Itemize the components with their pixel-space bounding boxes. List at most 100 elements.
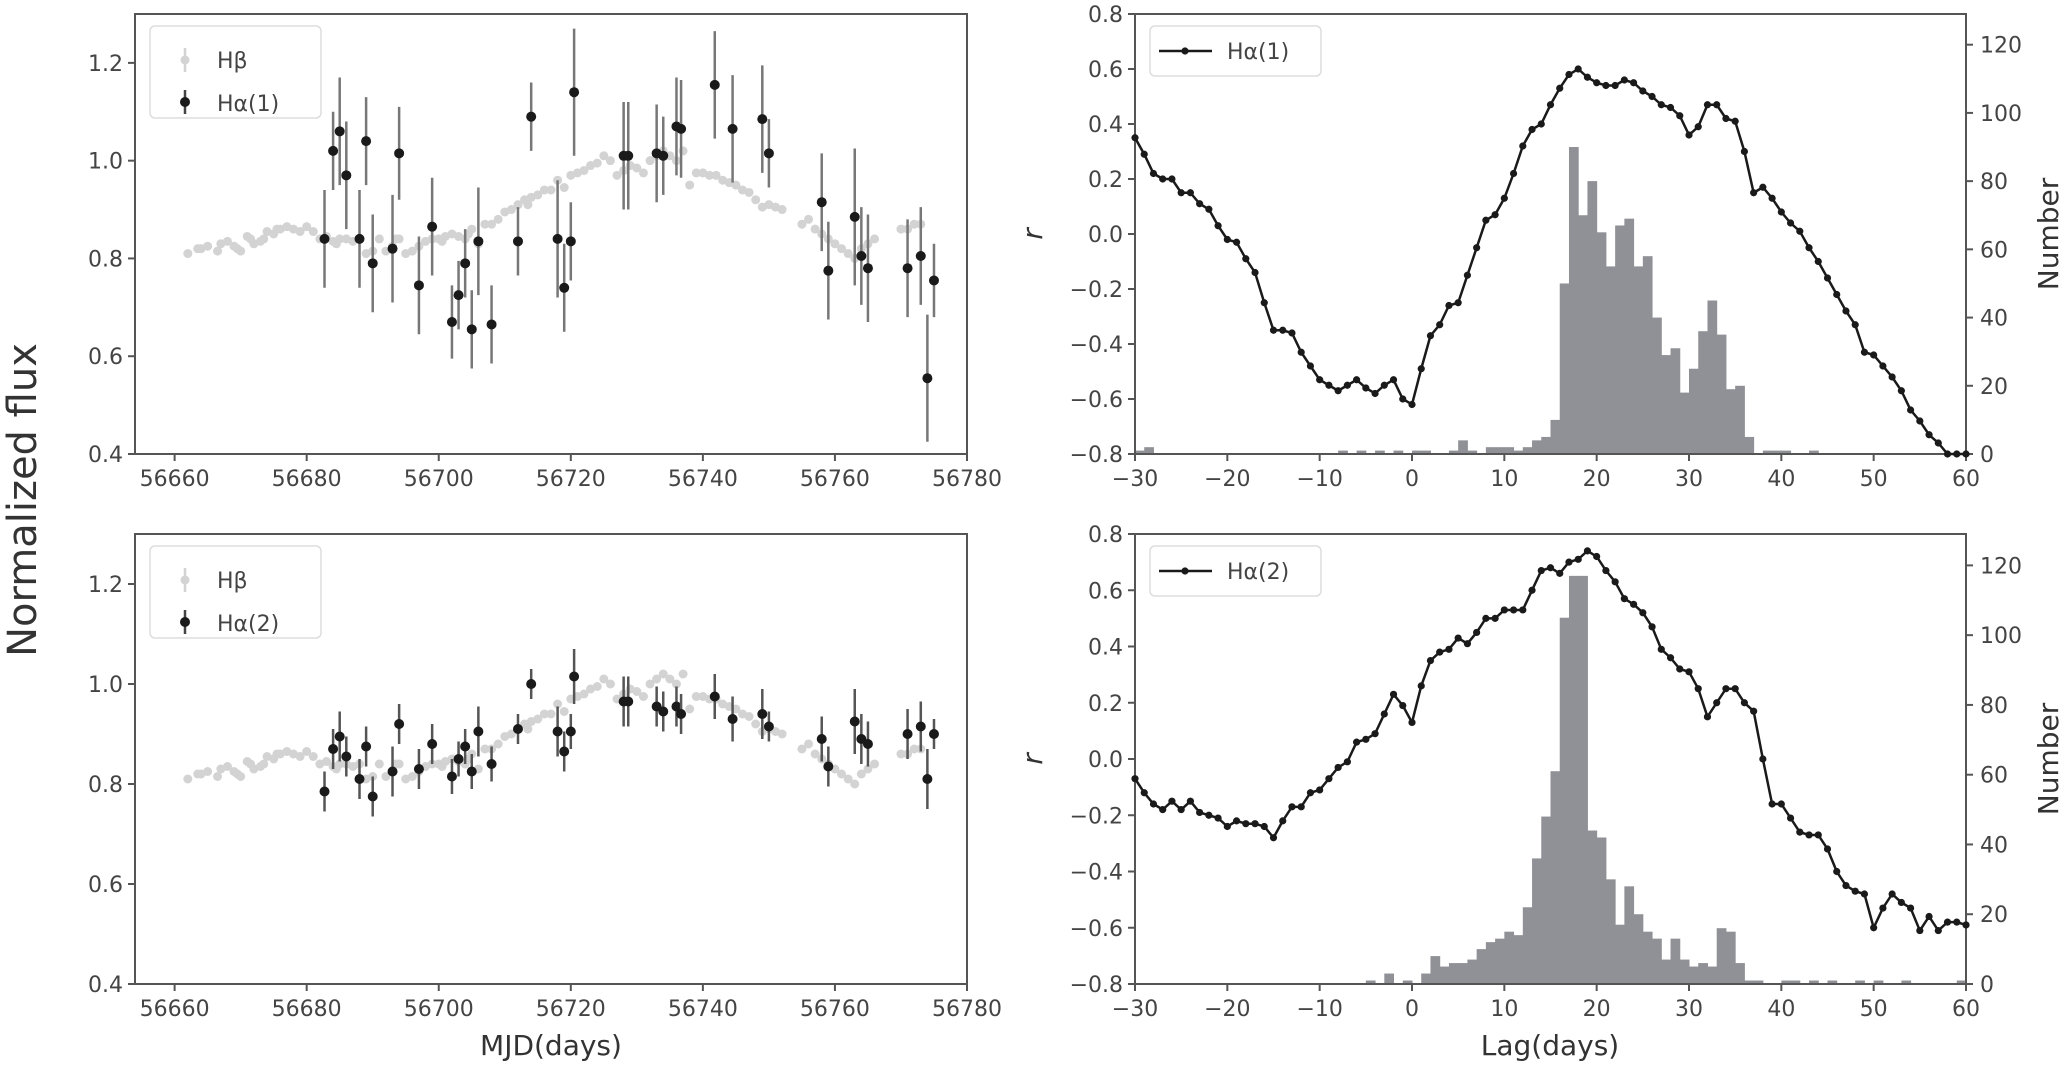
x-tick-label: 20 [1583,997,1611,1022]
x-tick-label: 56720 [536,467,606,492]
halpha-series [319,28,939,442]
ccf-panel-bottom: −30 −20 −10 0 10 20 30 40 50 60 −0.8 −0.6 −0.4 −0.2 0.… [1070,523,2022,1022]
x-tick-label: 56680 [272,467,342,492]
y-tick-label: 0.4 [1088,113,1123,138]
y-tick-label: 1.2 [88,573,123,598]
y-tick-label: 0.6 [88,873,123,898]
x-tick-label: 20 [1583,467,1611,492]
ccf-line-series [1131,547,1970,935]
axes-frame [134,533,968,985]
x-tick-label: 56660 [140,997,210,1022]
legend-marker-hbeta [180,575,190,585]
halpha-series [319,649,939,817]
shared-ylabel-normalized-flux: Normalized flux [0,343,46,657]
y-tick-label: 1.0 [88,673,123,698]
y-tick-label: 1.2 [88,52,123,77]
x-tick-label: 56740 [668,467,738,492]
y-right-tick-label: 100 [1980,102,2022,127]
y-right-tick-label: 20 [1980,903,2008,928]
x-tick-label: −20 [1204,997,1250,1022]
legend: Hα(1) [1149,25,1322,77]
y-right-tick-label: 120 [1980,554,2022,579]
x-tick-label: 56780 [932,997,1002,1022]
y-tick-label: 0.0 [1088,223,1123,248]
x-tick-label: 0 [1405,467,1419,492]
y-tick-label: −0.4 [1070,333,1123,358]
legend: Hα(2) [1149,545,1322,597]
ccf-panel-top: −30 −20 −10 0 10 20 30 40 50 60 −0.8 −0.6 −0.4 −0.2 0.… [1070,3,2022,492]
y-tick-label: 1.0 [88,150,123,175]
light-curve-panel-top: 56660 56680 56700 56720 56740 56760 56780 0.4 0.… [88,13,1002,492]
ccf-line-series [1131,65,1970,458]
y-tick-label: 0.8 [1088,523,1123,548]
y-tick-label: −0.8 [1070,443,1123,468]
hbeta-series [183,146,926,263]
ylabel-r-top: r [1016,227,1049,240]
y-tick-label: 0.2 [1088,692,1123,717]
ylabel-number-top: Number [2032,177,2065,290]
x-tick-label: −30 [1112,467,1158,492]
x-tick-label: 56740 [668,997,738,1022]
x-tick-label: 56720 [536,997,606,1022]
x-tick-label: 50 [1860,997,1888,1022]
y-tick-label: 0.4 [88,973,123,998]
y-right-tick-label: 0 [1980,443,1994,468]
xlabel-mjd: MJD(days) [480,1029,622,1062]
legend-label-halpha: Hα(1) [217,92,279,117]
x-tick-label: 50 [1860,467,1888,492]
xlabel-lag: Lag(days) [1481,1029,1619,1062]
lag-histogram [1365,575,1967,984]
y-tick-label: 0.4 [88,443,123,468]
axes-frame [134,13,968,455]
y-tick-label: −0.6 [1070,917,1123,942]
legend-label-hbeta: Hβ [217,569,248,594]
legend: Hβ Hα(1) [149,25,322,119]
x-tick-label: 56700 [404,467,474,492]
y-tick-label: −0.2 [1070,278,1123,303]
legend: Hβ Hα(2) [149,545,322,639]
y-right-tick-label: 80 [1980,170,2008,195]
x-tick-label: −30 [1112,997,1158,1022]
axes-frame [1134,13,1967,455]
y-tick-label: 0.2 [1088,168,1123,193]
x-tick-label: 60 [1952,997,1980,1022]
legend-label-hbeta: Hβ [217,49,248,74]
legend-label-halpha: Hα(2) [217,612,279,637]
y-right-tick-label: 40 [1980,307,2008,332]
x-tick-label: 56700 [404,997,474,1022]
y-right-tick-label: 60 [1980,764,2008,789]
legend-label: Hα(2) [1227,560,1289,585]
x-tick-label: 10 [1490,997,1518,1022]
y-tick-label: 0.8 [88,247,123,272]
x-tick-label: 56760 [800,997,870,1022]
x-tick-label: 10 [1490,467,1518,492]
x-tick-label: 60 [1952,467,1980,492]
x-tick-label: 56780 [932,467,1002,492]
ylabel-r-bottom: r [1016,752,1049,765]
x-tick-label: 30 [1675,997,1703,1022]
legend-marker-halpha [180,617,190,627]
x-tick-label: 56680 [272,997,342,1022]
y-tick-label: −0.4 [1070,861,1123,886]
y-tick-label: −0.2 [1070,804,1123,829]
y-tick-label: −0.8 [1070,973,1123,998]
y-tick-label: 0.6 [1088,58,1123,83]
y-right-tick-label: 100 [1980,624,2022,649]
y-right-tick-label: 20 [1980,375,2008,400]
x-tick-label: 56660 [140,467,210,492]
y-tick-label: 0.8 [88,773,123,798]
ylabel-number-bottom: Number [2032,702,2065,815]
y-tick-label: 0.4 [1088,636,1123,661]
x-tick-label: −20 [1204,467,1250,492]
y-right-tick-label: 0 [1980,973,1994,998]
y-tick-label: −0.6 [1070,388,1123,413]
y-tick-label: 0.0 [1088,748,1123,773]
y-right-tick-label: 80 [1980,694,2008,719]
legend-marker-halpha [180,97,190,107]
y-right-tick-label: 60 [1980,238,2008,263]
y-tick-label: 0.6 [88,345,123,370]
lag-histogram [1135,147,1819,455]
y-tick-label: 0.6 [1088,579,1123,604]
x-tick-label: 30 [1675,467,1703,492]
